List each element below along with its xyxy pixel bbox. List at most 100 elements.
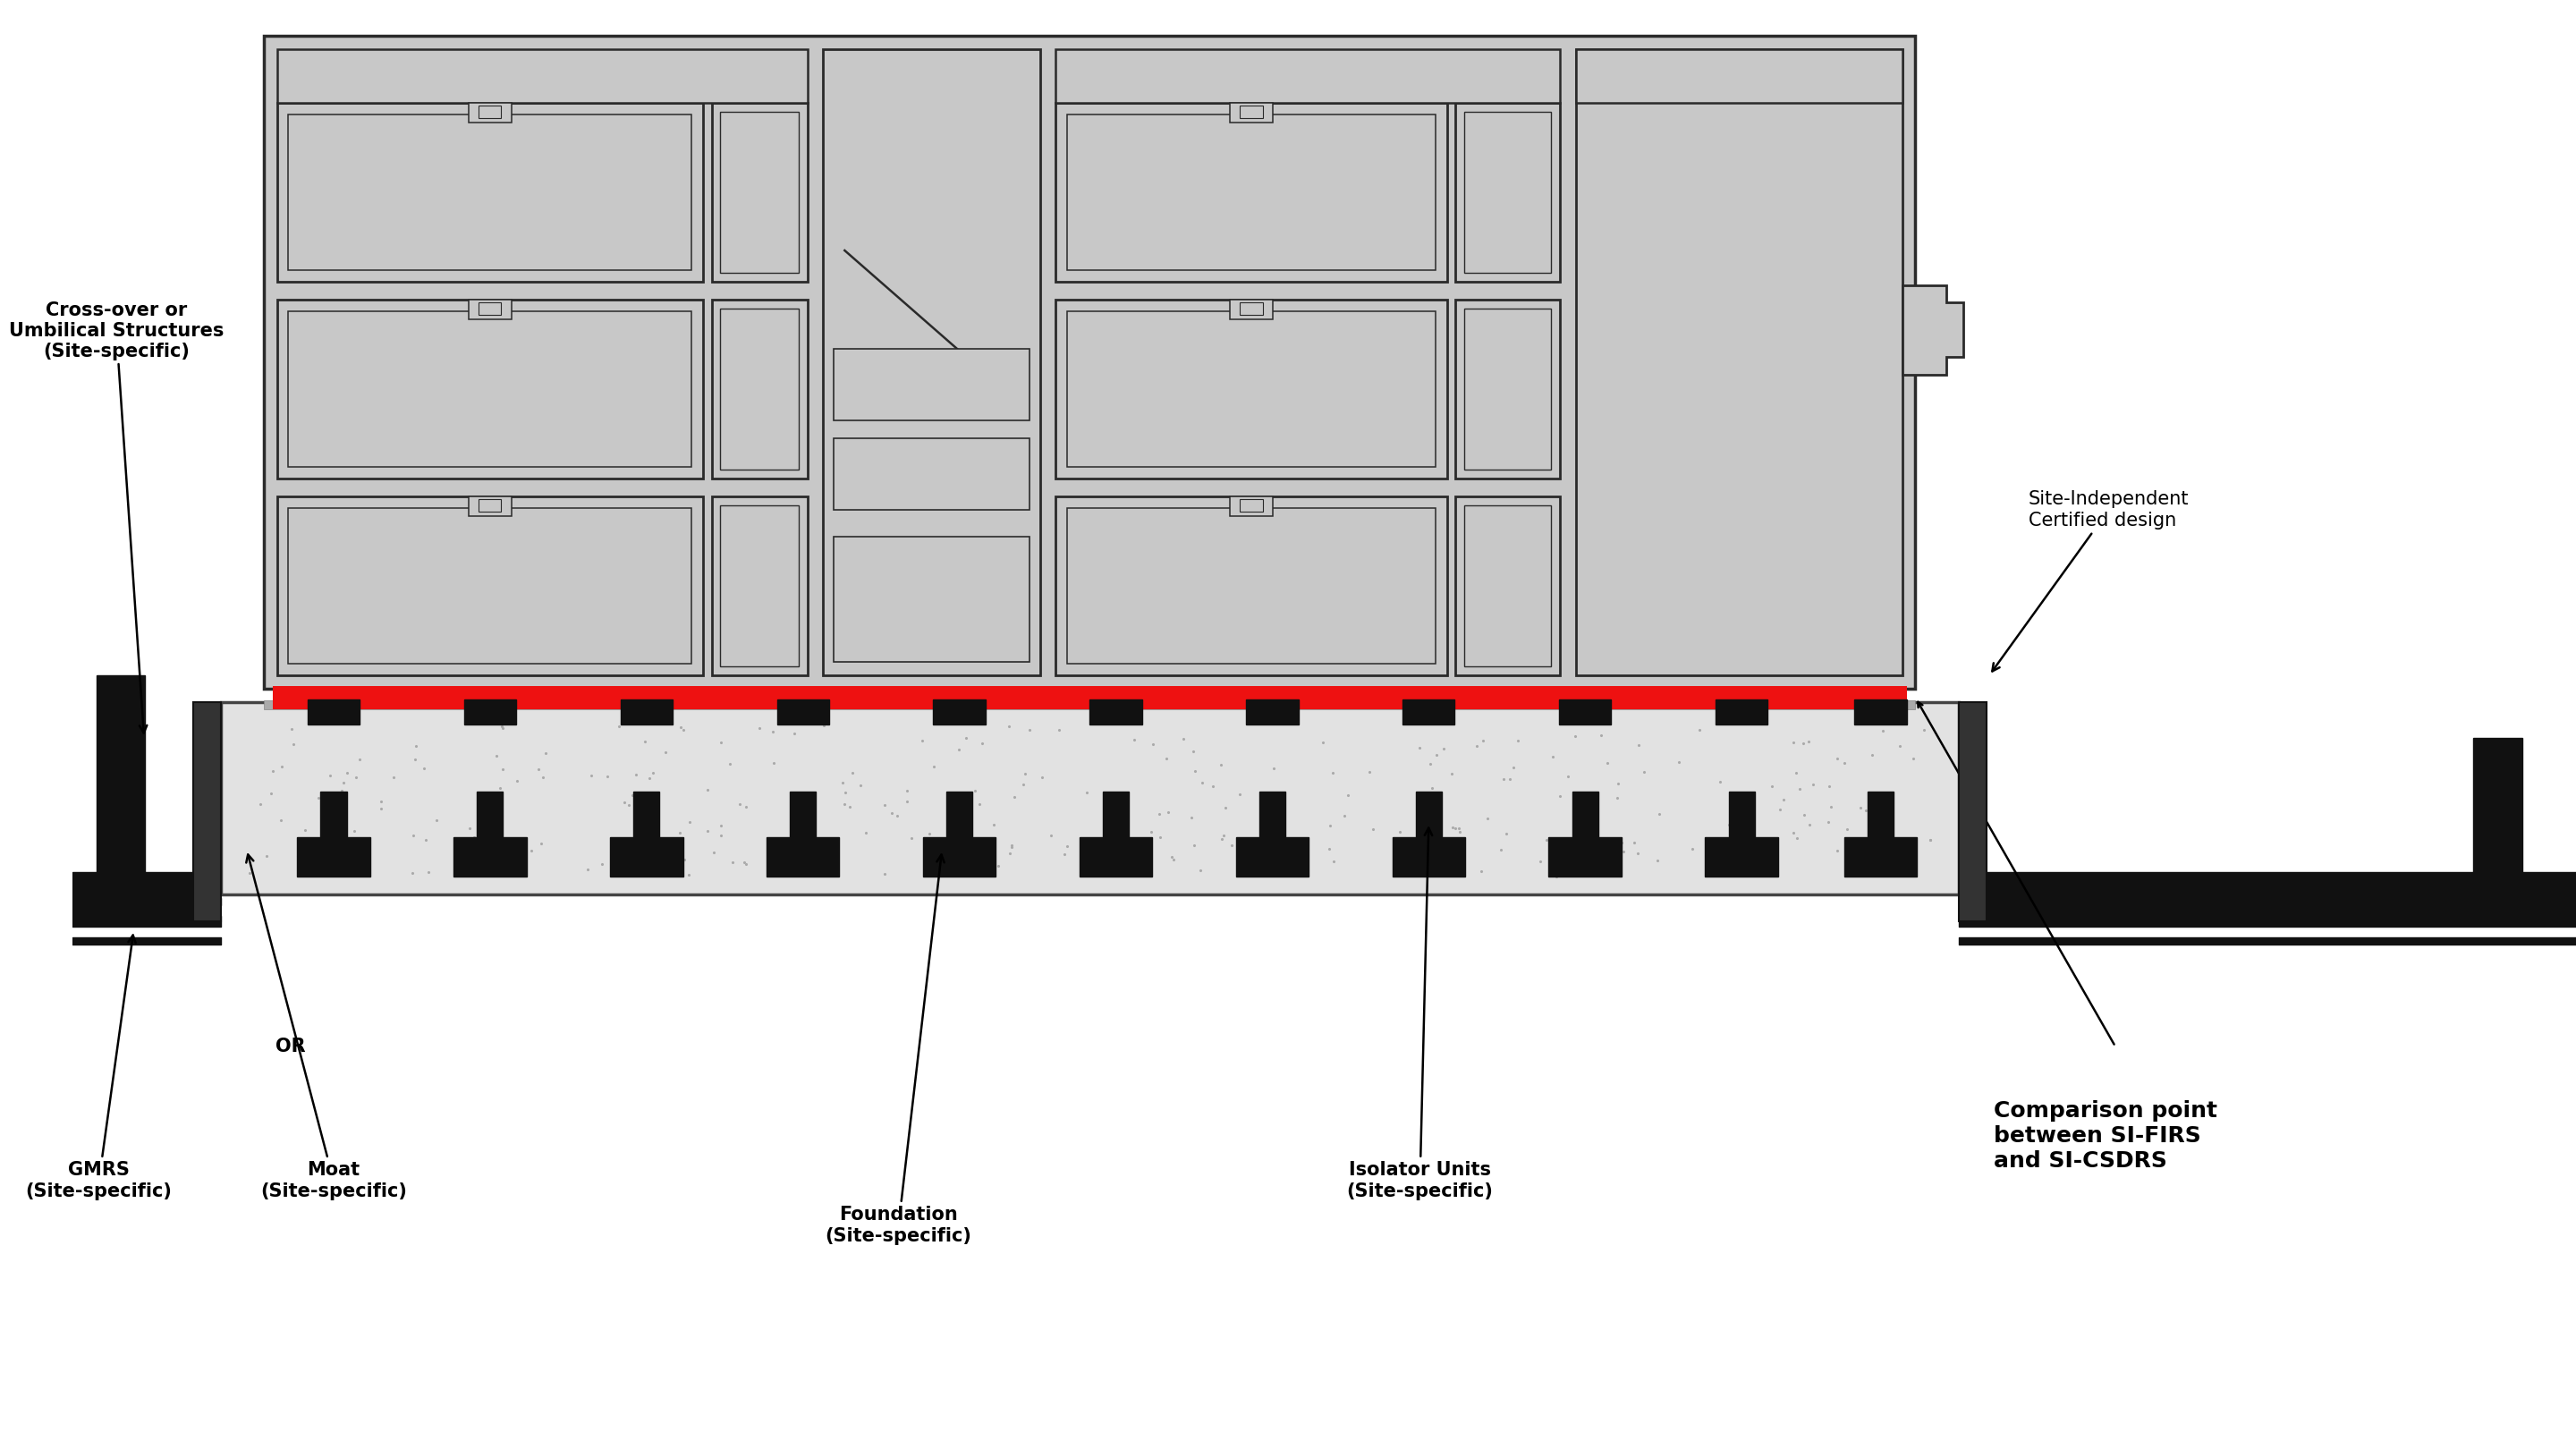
Bar [453, 838, 526, 877]
Point [1600, 830, 1641, 853]
Point [1788, 813, 1829, 836]
Bar [1066, 114, 1435, 270]
Bar [296, 838, 371, 877]
Point [1432, 816, 1473, 839]
Point [453, 826, 495, 849]
Point [871, 801, 912, 824]
Point [482, 717, 523, 740]
Point [1783, 804, 1824, 827]
Point [1824, 751, 1865, 774]
Point [739, 717, 781, 740]
Point [587, 765, 629, 788]
Point [938, 738, 979, 761]
Bar [711, 300, 806, 478]
Point [1139, 803, 1180, 826]
Bar [634, 791, 659, 840]
Point [1844, 798, 1886, 822]
Point [1151, 845, 1193, 868]
Point [912, 755, 953, 778]
Point [520, 832, 562, 855]
Point [1437, 816, 1479, 839]
Point [229, 861, 270, 884]
Point [974, 813, 1015, 836]
Point [989, 714, 1030, 738]
Point [1309, 838, 1350, 861]
Point [1708, 813, 1749, 836]
Point [726, 796, 768, 819]
Point [1909, 827, 1950, 851]
Point [1793, 774, 1834, 797]
Text: Comparison point
between SI-FIRS
and SI-CSDRS: Comparison point between SI-FIRS and SI-… [1994, 1100, 2218, 1172]
Point [1520, 849, 1561, 872]
Bar [1090, 700, 1141, 724]
Bar [822, 49, 1041, 675]
Point [1430, 762, 1471, 785]
Point [1066, 781, 1108, 804]
Bar [1417, 791, 1443, 840]
Point [250, 781, 291, 804]
Point [1043, 843, 1084, 867]
Point [1904, 719, 1945, 742]
Point [994, 785, 1036, 809]
Point [1182, 771, 1224, 794]
Point [278, 845, 319, 868]
Point [1752, 774, 1793, 797]
Point [909, 823, 951, 846]
Point [989, 842, 1030, 865]
Point [1193, 775, 1234, 798]
Bar [278, 49, 806, 103]
Point [270, 717, 312, 740]
Point [778, 784, 819, 807]
Point [1247, 832, 1288, 855]
Point [1481, 838, 1522, 861]
Bar [1705, 838, 1777, 877]
Point [1218, 782, 1260, 806]
Point [497, 769, 538, 793]
Bar [791, 791, 817, 840]
Point [1079, 842, 1121, 865]
Bar [1056, 300, 1448, 478]
Point [659, 716, 701, 739]
Bar [1229, 497, 1273, 516]
Bar [1548, 838, 1623, 877]
Point [1734, 827, 1775, 851]
Point [1255, 842, 1296, 865]
Point [1404, 785, 1445, 809]
Bar [611, 838, 683, 877]
Point [1873, 845, 1914, 868]
Point [327, 761, 368, 784]
Point [1623, 759, 1664, 782]
Bar [278, 497, 703, 675]
Point [1239, 858, 1280, 881]
Bar [1986, 872, 2576, 917]
Point [822, 771, 863, 794]
Point [1378, 846, 1419, 869]
Point [670, 810, 711, 833]
Point [786, 826, 827, 849]
Bar [621, 700, 672, 724]
Point [639, 829, 680, 852]
Point [1303, 732, 1345, 755]
Point [665, 848, 706, 871]
Point [1811, 796, 1852, 819]
Point [1783, 732, 1824, 755]
Point [1602, 840, 1643, 864]
Text: Site-Independent
Certified design: Site-Independent Certified design [1991, 491, 2190, 671]
Point [992, 836, 1033, 859]
Bar [1056, 497, 1448, 675]
Text: Foundation
(Site-specific): Foundation (Site-specific) [824, 855, 971, 1245]
Point [482, 758, 523, 781]
Point [461, 861, 502, 884]
Point [796, 849, 837, 872]
Text: Isolator Units
(Site-specific): Isolator Units (Site-specific) [1347, 827, 1494, 1200]
Point [299, 787, 340, 810]
Point [886, 790, 927, 813]
Bar [1571, 791, 1597, 840]
Point [1005, 762, 1046, 785]
Point [886, 780, 927, 803]
Point [1553, 845, 1595, 868]
Point [1546, 830, 1587, 853]
Point [415, 809, 456, 832]
Point [1816, 839, 1857, 862]
Point [1484, 768, 1525, 791]
